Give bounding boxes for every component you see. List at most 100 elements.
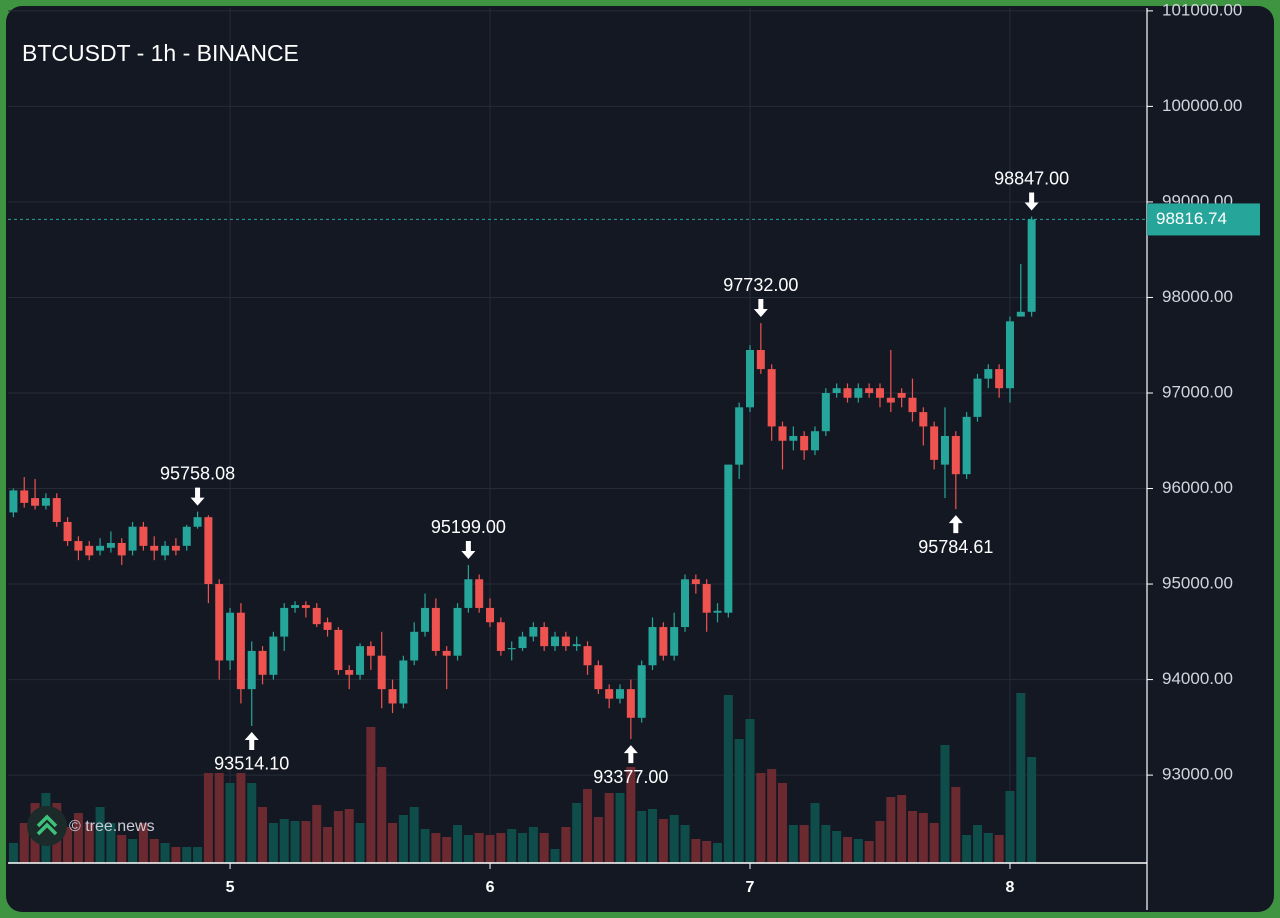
volume-bar xyxy=(182,847,192,863)
volume-bar xyxy=(691,839,701,863)
candle-body xyxy=(713,610,722,613)
candle-body xyxy=(291,605,300,608)
x-tick-label: 5 xyxy=(226,879,235,896)
candle-body xyxy=(973,378,982,417)
volume-bar xyxy=(593,817,603,863)
annotation-arrow xyxy=(948,515,963,534)
volume-bar xyxy=(442,837,452,863)
volume-bar xyxy=(398,815,408,863)
volume-bar xyxy=(171,847,181,863)
candle-body xyxy=(518,636,527,649)
candle-body xyxy=(940,435,949,465)
candle-body xyxy=(269,636,278,675)
candle-body xyxy=(453,607,462,656)
volume-bar xyxy=(658,819,668,863)
chart-background xyxy=(6,6,1274,912)
candle-body xyxy=(1005,321,1014,389)
candle-body xyxy=(52,498,61,522)
candle-body xyxy=(345,670,354,675)
annotation-arrow xyxy=(190,487,205,506)
candle-body xyxy=(496,622,505,651)
volume-bar xyxy=(669,815,679,863)
candle-body xyxy=(20,490,29,503)
candle-body xyxy=(637,665,646,718)
volume-bar xyxy=(886,797,896,863)
candle-body xyxy=(247,650,256,690)
candle-body xyxy=(63,521,72,542)
candle-body xyxy=(908,397,917,413)
candle-body xyxy=(226,612,235,661)
candle-body xyxy=(800,435,809,451)
volume-bar xyxy=(637,811,647,863)
volume-bar xyxy=(149,839,159,863)
volume-bar xyxy=(626,767,636,863)
logo-chevrons xyxy=(36,814,58,836)
candle-body xyxy=(431,607,440,651)
candle-body xyxy=(182,526,191,546)
candle-body xyxy=(377,655,386,690)
volume-bar xyxy=(377,767,387,863)
volume-bar xyxy=(323,827,333,863)
volume-bar xyxy=(994,835,1004,863)
x-tick-label: 8 xyxy=(1006,879,1015,896)
volume-bar xyxy=(539,833,549,863)
annotation-arrow xyxy=(623,745,638,764)
annotation-label: 93377.00 xyxy=(593,767,668,787)
candle-body xyxy=(843,388,852,398)
candle-body xyxy=(1016,311,1025,317)
candle-body xyxy=(746,350,755,408)
candle-body xyxy=(930,426,939,460)
volume-bar xyxy=(615,793,625,863)
candle-body xyxy=(572,644,581,647)
volume-bar xyxy=(117,835,127,863)
candle-body xyxy=(312,607,321,625)
candle-body xyxy=(74,541,83,551)
y-tick-label: 100000.00 xyxy=(1162,96,1242,115)
candle-body xyxy=(529,627,538,637)
annotation-layer: 95758.08 93514.10 95199.00 93377.00 97732.00… xyxy=(8,168,1147,787)
candle-body xyxy=(106,542,115,548)
volume-bar xyxy=(713,843,723,863)
volume-bar xyxy=(821,825,831,863)
candle-body xyxy=(561,636,570,647)
volume-bar xyxy=(496,833,506,863)
candle-body xyxy=(85,545,94,556)
annotation-arrow xyxy=(753,299,768,318)
volume-bar xyxy=(561,827,571,863)
volume-bar xyxy=(875,821,885,863)
candle-body xyxy=(464,579,473,608)
chart-title: BTCUSDT - 1h - BINANCE xyxy=(22,40,299,66)
annotation-label: 93514.10 xyxy=(214,754,289,774)
volume-bar xyxy=(951,787,961,863)
y-tick-label: 101000.00 xyxy=(1162,0,1242,19)
candle-body xyxy=(735,407,744,465)
volume-bar xyxy=(1005,791,1015,863)
candle-body xyxy=(854,388,863,398)
candle-body xyxy=(756,350,765,370)
candle-body xyxy=(486,607,495,623)
candle-body xyxy=(193,517,202,527)
candle-body xyxy=(507,648,516,650)
candle-body xyxy=(1027,219,1036,312)
candle-body xyxy=(171,545,180,551)
volume-bar xyxy=(8,843,18,863)
annotation-label: 95758.08 xyxy=(160,463,235,483)
candle-body xyxy=(962,416,971,475)
candle-body xyxy=(410,631,419,661)
volume-bar xyxy=(409,807,419,863)
candle-body xyxy=(875,388,884,398)
candle-body xyxy=(670,627,679,656)
candle-body xyxy=(540,627,549,647)
volume-bar xyxy=(301,821,311,863)
candle-body xyxy=(31,498,40,506)
candle-body xyxy=(789,435,798,441)
candle-body xyxy=(648,627,657,666)
candle-body xyxy=(204,517,213,585)
volume-bar xyxy=(572,803,582,863)
volume-bar xyxy=(507,829,517,863)
volume-bar xyxy=(864,841,874,863)
candle-body xyxy=(810,431,819,451)
candle-body xyxy=(96,545,105,551)
volume-bar xyxy=(940,745,950,863)
